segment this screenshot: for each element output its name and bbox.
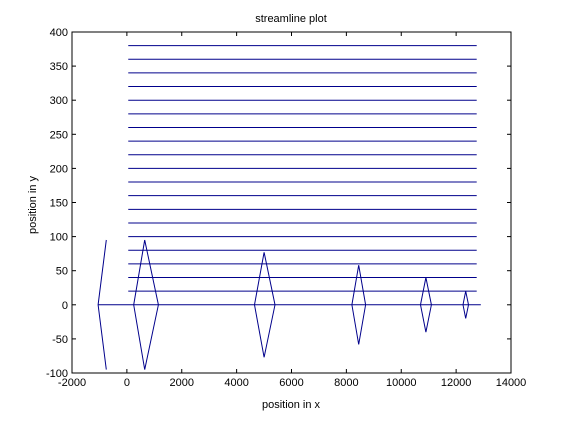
y-tick-label: 400 [50, 27, 68, 39]
y-tick-label: 0 [62, 300, 68, 312]
x-tick-label: 6000 [279, 377, 303, 389]
x-tick-label: 2000 [170, 377, 194, 389]
x-tick-label: 12000 [441, 377, 472, 389]
x-tick-label: 0 [124, 377, 130, 389]
y-tick-label: 250 [50, 129, 68, 141]
x-tick-label: 14000 [496, 377, 527, 389]
axes-layer: -2000 0 2000 4000 6000 8000 10000 12000 14000-10… [46, 27, 526, 389]
y-tick-label: 300 [50, 95, 68, 107]
x-tick-label: 8000 [334, 377, 358, 389]
y-tick-label: -50 [52, 334, 68, 346]
y-tick-label: 350 [50, 61, 68, 73]
y-tick-label: 200 [50, 163, 68, 175]
x-tick-label: 10000 [386, 377, 417, 389]
axes-box [72, 32, 511, 373]
chart-title: streamline plot [255, 13, 327, 25]
y-tick-label: 50 [56, 266, 68, 278]
y-tick-label: 150 [50, 198, 68, 210]
x-axis-label: position in x [262, 399, 321, 411]
y-axis-label: position in y [27, 175, 39, 234]
y-tick-label: -100 [46, 368, 68, 380]
x-tick-label: 4000 [224, 377, 248, 389]
y-tick-label: 100 [50, 232, 68, 244]
plot-layer [98, 46, 481, 370]
